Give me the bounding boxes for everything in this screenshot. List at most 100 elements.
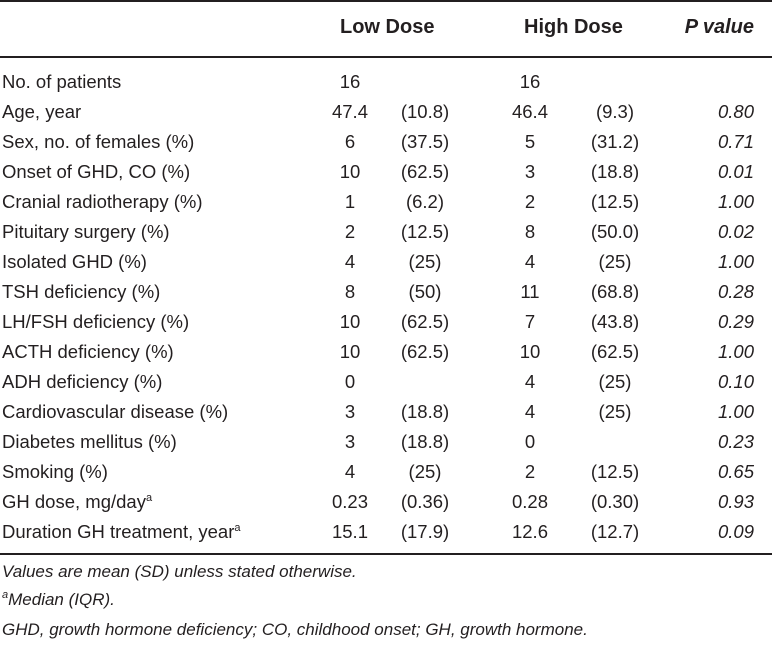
- high-dose-sd: (25): [598, 371, 632, 392]
- table-row: GH dose, mg/daya 0.23 (0.36) 0.28 (0.30) 0.93: [0, 487, 772, 517]
- table-row: Onset of GHD, CO (%) 10 (62.5) 3 (18.8) 0.01: [0, 157, 772, 187]
- high-dose-sd: (25): [598, 401, 632, 422]
- footnote-median: aMedian (IQR).: [2, 589, 115, 610]
- low-dose-sd: (62.5): [400, 161, 450, 182]
- row-label: TSH deficiency (%): [2, 277, 160, 307]
- high-dose-sd: (18.8): [590, 161, 640, 182]
- high-dose-sd: (0.30): [590, 491, 640, 512]
- p-value: 0.02: [717, 221, 754, 242]
- row-label: Cranial radiotherapy (%): [2, 187, 203, 217]
- header-low-dose: Low Dose: [340, 16, 435, 38]
- row-label-text: TSH deficiency (%): [2, 281, 161, 302]
- high-dose-value: 0: [524, 431, 536, 452]
- footnote-median-marker: a: [2, 589, 9, 601]
- low-dose-sd: (18.8): [400, 431, 450, 452]
- row-label-text: Pituitary surgery (%): [2, 221, 170, 242]
- low-dose-value: 10: [339, 311, 361, 332]
- row-label: Sex, no. of females (%): [2, 127, 194, 157]
- row-label: LH/FSH deficiency (%): [2, 307, 189, 337]
- high-dose-value: 2: [524, 461, 536, 482]
- high-dose-value: 3: [524, 161, 536, 182]
- p-value: 1.00: [717, 251, 754, 272]
- high-dose-value: 4: [524, 401, 536, 422]
- high-dose-value: 4: [524, 371, 536, 392]
- high-dose-sd: (9.3): [595, 101, 635, 122]
- row-label-text: Cranial radiotherapy (%): [2, 191, 203, 212]
- low-dose-value: 4: [344, 251, 356, 272]
- footnote-abbreviations: GHD, growth hormone deficiency; CO, chil…: [2, 620, 588, 639]
- high-dose-value: 12.6: [511, 521, 548, 542]
- high-dose-sd: (12.7): [590, 521, 640, 542]
- low-dose-sd: (18.8): [400, 401, 450, 422]
- low-dose-value: 10: [339, 341, 361, 362]
- p-value: 1.00: [717, 401, 754, 422]
- high-dose-value: 4: [524, 251, 536, 272]
- row-label: ADH deficiency (%): [2, 367, 162, 397]
- low-dose-value: 15.1: [331, 521, 368, 542]
- table-row: No. of patients 16 16: [0, 67, 772, 97]
- high-dose-value: 2: [524, 191, 536, 212]
- low-dose-sd: (0.36): [400, 491, 450, 512]
- row-label-text: No. of patients: [2, 71, 122, 92]
- high-dose-sd: (25): [598, 251, 632, 272]
- p-value: 1.00: [717, 341, 754, 362]
- row-label: Diabetes mellitus (%): [2, 427, 177, 457]
- footnote-values: Values are mean (SD) unless stated other…: [2, 562, 357, 581]
- low-dose-sd: (17.9): [400, 521, 450, 542]
- table-row: Cardiovascular disease (%) 3 (18.8) 4 (25) 1.…: [0, 397, 772, 427]
- footnote-marker: a: [145, 492, 153, 504]
- high-dose-value: 46.4: [511, 101, 548, 122]
- row-label: GH dose, mg/daya: [2, 487, 152, 520]
- header-p-value: P value: [684, 16, 754, 38]
- p-value: 0.65: [717, 461, 754, 482]
- row-label-text: Diabetes mellitus (%): [2, 431, 177, 452]
- p-value: 0.10: [717, 371, 754, 392]
- low-dose-value: 6: [344, 131, 356, 152]
- row-label-text: Onset of GHD, CO (%): [2, 161, 191, 182]
- row-label: Smoking (%): [2, 457, 108, 487]
- low-dose-value: 8: [344, 281, 356, 302]
- top-rule: [0, 0, 772, 2]
- bottom-rule: [0, 553, 772, 555]
- low-dose-value: 0: [344, 371, 356, 392]
- high-dose-value: 16: [519, 71, 541, 92]
- p-value: 0.01: [717, 161, 754, 182]
- p-value: 0.93: [717, 491, 754, 512]
- high-dose-sd: (68.8): [590, 281, 640, 302]
- row-label-text: ACTH deficiency (%): [2, 341, 174, 362]
- row-label-text: ADH deficiency (%): [2, 371, 163, 392]
- row-label: Cardiovascular disease (%): [2, 397, 228, 427]
- row-label: Pituitary surgery (%): [2, 217, 170, 247]
- row-label-text: Isolated GHD (%): [2, 251, 147, 272]
- high-dose-sd: (43.8): [590, 311, 640, 332]
- high-dose-sd: (12.5): [590, 461, 640, 482]
- p-value: 0.71: [717, 131, 754, 152]
- high-dose-value: 10: [519, 341, 541, 362]
- table-row: Sex, no. of females (%) 6 (37.5) 5 (31.2) 0.7…: [0, 127, 772, 157]
- p-value: 0.80: [717, 101, 754, 122]
- footnote-marker: a: [234, 522, 241, 534]
- table-row: ADH deficiency (%) 0 4 (25) 0.10: [0, 367, 772, 397]
- high-dose-value: 0.28: [511, 491, 548, 512]
- row-label-text: LH/FSH deficiency (%): [2, 311, 190, 332]
- high-dose-value: 5: [524, 131, 536, 152]
- row-label-text: GH dose, mg/day: [2, 491, 146, 512]
- low-dose-value: 16: [339, 71, 361, 92]
- table-row: Diabetes mellitus (%) 3 (18.8) 0 0.23: [0, 427, 772, 457]
- low-dose-sd: (25): [408, 461, 442, 482]
- high-dose-value: 8: [524, 221, 536, 242]
- low-dose-sd: (6.2): [405, 191, 445, 212]
- low-dose-sd: (62.5): [400, 311, 450, 332]
- low-dose-value: 1: [344, 191, 356, 212]
- row-label: Duration GH treatment, yeara: [2, 517, 241, 550]
- high-dose-value: 11: [520, 281, 540, 302]
- row-label: Onset of GHD, CO (%): [2, 157, 190, 187]
- row-label-text: Duration GH treatment, year: [2, 521, 235, 542]
- table-row: ACTH deficiency (%) 10 (62.5) 10 (62.5) 1.00: [0, 337, 772, 367]
- low-dose-sd: (62.5): [400, 341, 450, 362]
- high-dose-sd: (50.0): [590, 221, 640, 242]
- low-dose-value: 3: [344, 401, 356, 422]
- low-dose-sd: (37.5): [400, 131, 450, 152]
- low-dose-sd: (10.8): [400, 101, 450, 122]
- table-row: Isolated GHD (%) 4 (25) 4 (25) 1.00: [0, 247, 772, 277]
